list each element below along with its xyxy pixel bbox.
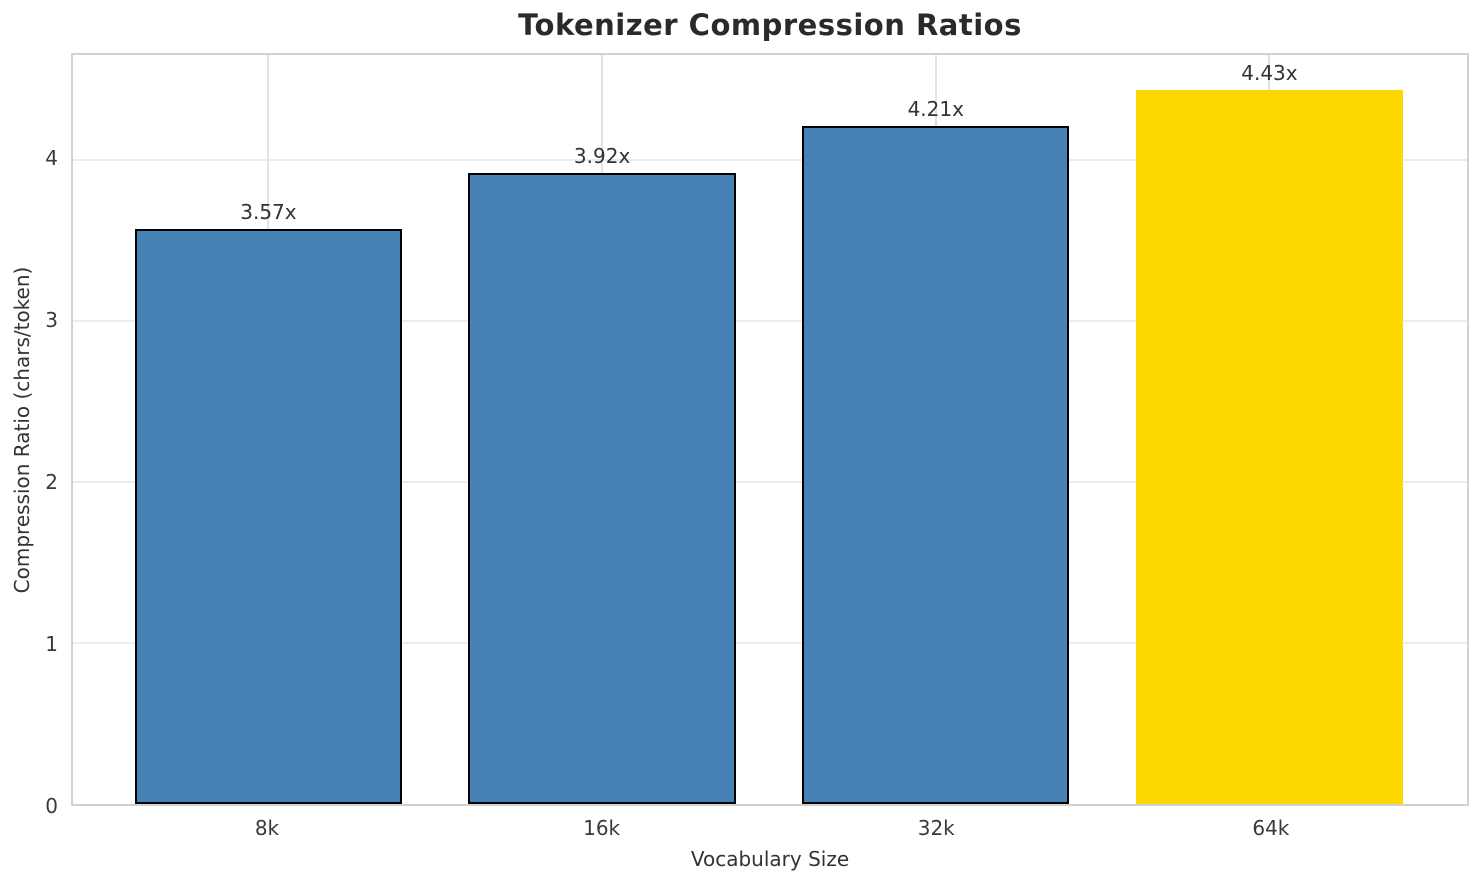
bar [468,172,736,804]
h-gridline [73,480,1467,483]
h-gridline [73,641,1467,644]
bar-value-label: 4.21x [907,96,964,121]
x-tick-label: 64k [1252,816,1290,840]
x-tick-label: 16k [583,816,621,840]
bar [134,228,403,804]
bar-value-label: 3.92x [573,143,631,168]
y-tick-label: 4 [45,146,58,171]
y-tick-label: 1 [45,632,58,657]
x-tick-label: 32k [917,816,955,840]
bar [802,125,1070,804]
bar-value-label: 4.43x [1241,61,1298,86]
x-tick-label: 8k [254,816,280,840]
y-tick-label: 2 [45,470,58,495]
bar-value-label: 3.57x [240,199,297,224]
plot-area: 3.57x 3.92x 4.21x 4.43x [71,53,1469,806]
y-tick-label: 0 [45,794,58,818]
x-axis-label: Vocabulary Size [690,847,850,871]
y-axis-label: Compression Ratio (chars/token) [10,266,34,594]
h-gridline [73,158,1467,161]
chart-title: Tokenizer Compression Ratios [518,8,1022,42]
y-tick-label: 3 [45,308,58,333]
h-gridline [73,319,1467,322]
bar [1135,90,1404,804]
